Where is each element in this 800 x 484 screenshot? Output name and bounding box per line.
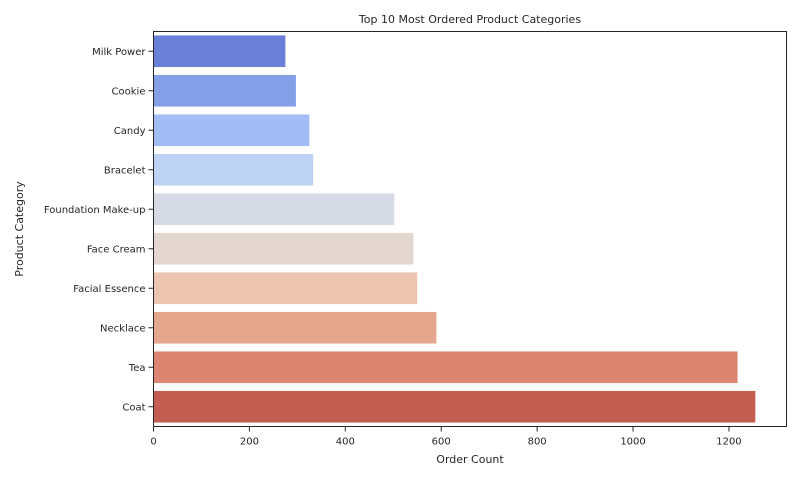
x-tick-label: 1200 xyxy=(716,437,741,448)
y-tick-label: Facial Essence xyxy=(73,284,145,295)
x-tick-label: 800 xyxy=(528,437,547,448)
y-tick-label: Face Cream xyxy=(87,244,146,255)
bar-tea xyxy=(153,351,738,384)
bar-foundation-make-up xyxy=(153,193,395,226)
x-tick-label: 1000 xyxy=(620,437,645,448)
y-axis-ticks: Milk Power Cookie Candy Bracelet Foundation … xyxy=(44,47,154,413)
y-tick-label: Tea xyxy=(128,363,146,374)
x-axis-label: Order Count xyxy=(436,453,504,466)
y-tick-label: Cookie xyxy=(112,86,146,97)
bar-bracelet xyxy=(153,153,314,186)
y-tick-label: Foundation Make-up xyxy=(44,205,146,216)
x-tick-label: 400 xyxy=(336,437,355,448)
bar-cookie xyxy=(153,74,296,107)
x-tick-label: 600 xyxy=(432,437,451,448)
bar-candy xyxy=(153,114,310,147)
x-tick-label: 0 xyxy=(150,437,156,448)
bar-facial-essence xyxy=(153,272,418,305)
bar-face-cream xyxy=(153,232,414,265)
bar-necklace xyxy=(153,311,437,344)
x-tick-label: 200 xyxy=(240,437,259,448)
plot-frame xyxy=(153,31,787,427)
y-tick-label: Coat xyxy=(122,402,145,413)
chart-title: Top 10 Most Ordered Product Categories xyxy=(358,13,581,26)
bar-milk-power xyxy=(153,35,286,68)
bar-coat xyxy=(153,390,756,423)
y-tick-label: Necklace xyxy=(100,323,145,334)
y-axis-label: Product Category xyxy=(13,181,26,277)
y-tick-label: Milk Power xyxy=(92,47,146,58)
bars-layer xyxy=(153,35,756,423)
x-axis-ticks: 0 200 400 600 800 1000 1200 xyxy=(150,426,742,448)
y-tick-label: Candy xyxy=(114,126,146,137)
y-tick-label: Bracelet xyxy=(104,165,146,176)
